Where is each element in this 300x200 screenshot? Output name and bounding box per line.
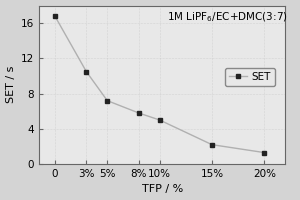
- Text: 1M LiPF$_6$/EC+DMC(3:7): 1M LiPF$_6$/EC+DMC(3:7): [167, 10, 288, 24]
- Y-axis label: SET / s: SET / s: [6, 66, 16, 103]
- SET: [262, 151, 266, 154]
- SET: [53, 15, 57, 17]
- X-axis label: TFP / %: TFP / %: [142, 184, 183, 194]
- SET: [158, 119, 161, 121]
- Line: SET: SET: [52, 14, 267, 155]
- SET: [210, 143, 214, 146]
- SET: [137, 112, 140, 114]
- SET: [106, 99, 109, 102]
- Legend: SET: SET: [224, 68, 275, 86]
- SET: [85, 70, 88, 73]
